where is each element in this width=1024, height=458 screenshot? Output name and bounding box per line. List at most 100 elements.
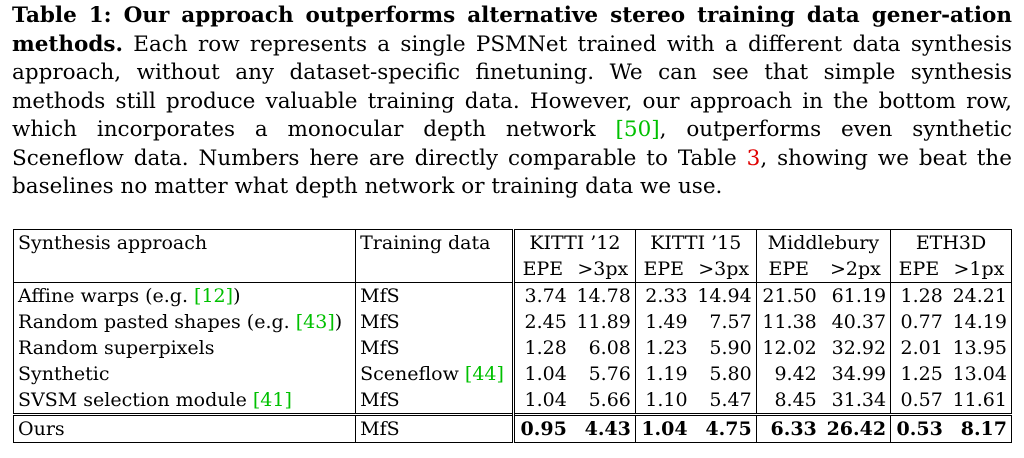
cell-value: 1.10	[634, 387, 692, 415]
header-kitti12: KITTI ’12	[512, 229, 636, 256]
row-approach-text: Random pasted shapes (e.g.	[18, 310, 296, 333]
cell-value: 9.42	[755, 361, 821, 387]
table-row-ours: Ours MfS 0.95 4.43 1.04 4.75 6.33 26.42 …	[12, 413, 1012, 443]
table-caption: Table 1: Our approach outperforms altern…	[12, 2, 1012, 202]
row-training-data: MfS	[355, 309, 514, 335]
row-approach: Random superpixels	[12, 335, 356, 361]
row-approach-suffix: )	[233, 284, 241, 307]
cell-value: 8.17	[946, 413, 1012, 443]
cell-value: 31.34	[831, 388, 887, 411]
table-row: Affine warps (e.g. [12]) MfS 3.74 14.78 …	[12, 282, 1012, 309]
cell-value: 1.49	[634, 309, 692, 335]
cell-value: 13.04	[946, 361, 1012, 387]
cell-value: 40.37	[831, 310, 887, 333]
metric-eth3d-thresh: >1px	[946, 256, 1012, 283]
cell-value: 5.47	[709, 388, 752, 411]
results-table: Synthesis approach Training data KITTI ’…	[12, 229, 1012, 443]
citation-link-50[interactable]: [50]	[615, 117, 660, 142]
header-training-data: Training data	[355, 229, 514, 256]
row-training-data: MfS	[355, 387, 514, 415]
caption-text-1: Each row represents a single PSMNet trai…	[12, 31, 1012, 143]
cell-value: 14.19	[946, 309, 1012, 335]
row-training-data: MfS	[355, 282, 514, 309]
cell-value: 34.99	[831, 362, 887, 385]
cell-value: 11.61	[946, 387, 1012, 415]
header-approach: Synthesis approach	[12, 229, 356, 256]
caption-text-2: , outperforms even synthetic Sceneflow d…	[12, 117, 1012, 171]
table-row: Random superpixels MfS 1.28 6.08 1.23 5.…	[12, 335, 1012, 361]
row-training-data: MfS	[355, 413, 514, 443]
metric-kitti12-thresh: >3px	[577, 257, 629, 280]
cell-value: 1.28	[890, 282, 947, 309]
citation-link-12[interactable]: [12]	[194, 284, 234, 307]
header-empty-2	[355, 256, 514, 283]
cell-value: 14.94	[691, 282, 757, 309]
cell-value: 32.92	[831, 336, 887, 359]
row-training-data-text: MfS	[360, 284, 400, 307]
citation-link-44[interactable]: [44]	[464, 362, 504, 385]
cell-value: 3.74	[512, 282, 571, 309]
cell-value: 2.33	[634, 282, 692, 309]
cell-value: 5.66	[588, 388, 631, 411]
cell-value: 1.04	[634, 413, 692, 443]
cell-value: 1.19	[634, 361, 692, 387]
cell-value: 1.28	[512, 335, 571, 361]
row-training-data-text: MfS	[360, 388, 400, 411]
cell-value: 61.19	[820, 282, 891, 309]
metric-eth3d-epe: EPE	[890, 256, 947, 283]
row-approach: SVSM selection module [41]	[12, 387, 356, 415]
header-empty-1	[12, 256, 356, 283]
cell-value: 5.76	[588, 362, 631, 385]
cell-value: 0.95	[512, 413, 571, 443]
row-approach-text: Synthetic	[18, 362, 110, 385]
citation-link-43[interactable]: [43]	[295, 310, 335, 333]
cell-value: 5.80	[709, 362, 752, 385]
cell-value: 2.45	[512, 309, 571, 335]
row-training-data-text: MfS	[360, 310, 400, 333]
cell-value: 0.77	[890, 309, 947, 335]
cell-value: 12.02	[755, 335, 821, 361]
header-row-metrics: EPE >3px EPE >3px EPE >2px EPE >1px	[12, 256, 1012, 283]
header-row-datasets: Synthesis approach Training data KITTI ’…	[12, 229, 1012, 256]
row-approach: Random pasted shapes (e.g. [43])	[12, 309, 356, 335]
metric-kitti15-epe: EPE	[634, 256, 692, 283]
table-row: Random pasted shapes (e.g. [43]) MfS 2.4…	[12, 309, 1012, 335]
metric-kitti12-epe: EPE	[512, 256, 571, 283]
cell-value: 8.45	[755, 387, 821, 415]
row-approach-text: Random superpixels	[18, 336, 215, 359]
cell-value: 24.21	[946, 282, 1012, 309]
cell-value: 1.04	[512, 361, 571, 387]
header-middlebury: Middlebury	[755, 229, 891, 256]
row-approach: Ours	[12, 413, 356, 443]
cell-value: 11.38	[755, 309, 821, 335]
header-eth3d: ETH3D	[890, 229, 1012, 256]
header-kitti15: KITTI ’15	[634, 229, 757, 256]
cell-value: 13.95	[946, 335, 1012, 361]
cell-value: 1.04	[512, 387, 571, 415]
cell-value: 0.57	[890, 387, 947, 415]
row-training-data-text: MfS	[360, 336, 400, 359]
cell-value: 26.42	[820, 413, 891, 443]
row-training-data: MfS	[355, 335, 514, 361]
metric-middlebury-epe: EPE	[755, 256, 821, 283]
row-training-data: Sceneflow [44]	[355, 361, 514, 387]
cell-value: 4.43	[570, 413, 636, 443]
table-row: SVSM selection module [41] MfS 1.04 5.66…	[12, 387, 1012, 415]
metric-kitti15-thresh: >3px	[698, 257, 750, 280]
cell-value: 21.50	[755, 282, 821, 309]
cell-value: 5.90	[709, 336, 752, 359]
metric-middlebury-thresh: >2px	[829, 257, 881, 280]
table-row: Synthetic Sceneflow [44] 1.04 5.76 1.19 …	[12, 361, 1012, 387]
row-approach-text: Affine warps (e.g.	[18, 284, 195, 307]
cell-value: 6.33	[755, 413, 821, 443]
citation-link-41[interactable]: [41]	[252, 388, 292, 411]
cell-value: 4.75	[691, 413, 757, 443]
table-ref-link-3[interactable]: 3	[746, 145, 761, 171]
caption-text-3: , showing we beat the baselines no matte…	[12, 145, 1012, 200]
row-approach-text: SVSM selection module	[18, 388, 253, 411]
cell-value: 14.78	[570, 282, 636, 309]
cell-value: 11.89	[576, 310, 631, 333]
row-approach: Affine warps (e.g. [12])	[12, 282, 356, 309]
cell-value: 0.53	[890, 413, 947, 443]
